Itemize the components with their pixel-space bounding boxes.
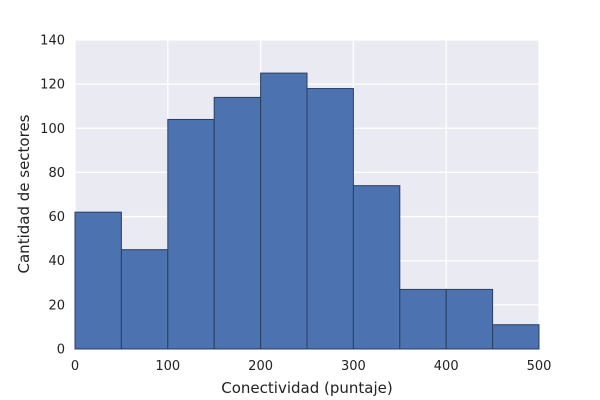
x-tick-labels: 0 100 200 300 400 500 [71,359,552,374]
histogram-bar [260,72,308,350]
histogram-bar [399,288,447,350]
histogram-bar [213,96,262,350]
x-tick-label: 200 [248,359,273,374]
bars [74,72,540,350]
x-axis-label: Conectividad (puntaje) [221,379,392,397]
histogram-bar [167,118,215,350]
y-tick-label: 140 [40,34,65,49]
histogram-bar [352,185,401,350]
y-tick-labels: 0 20 40 60 80 100 120 140 [40,34,65,358]
histogram-bar [306,88,354,350]
y-tick-label: 80 [48,166,65,181]
y-tick-label: 100 [40,122,65,137]
histogram-bar [492,324,540,350]
y-tick-label: 0 [57,343,65,358]
histogram-bar [120,249,169,350]
histogram-bar [445,288,494,350]
x-tick-label: 100 [155,359,180,374]
y-tick-label: 120 [40,78,65,93]
y-tick-label: 20 [48,298,65,313]
x-tick-label: 500 [527,359,552,374]
histogram-bar [74,211,122,350]
x-tick-label: 300 [341,359,366,374]
y-axis-label: Cantidad de sectores [15,114,33,273]
x-tick-label: 0 [71,359,79,374]
y-tick-label: 60 [48,210,65,225]
x-tick-label: 400 [434,359,459,374]
y-tick-label: 40 [48,254,65,269]
